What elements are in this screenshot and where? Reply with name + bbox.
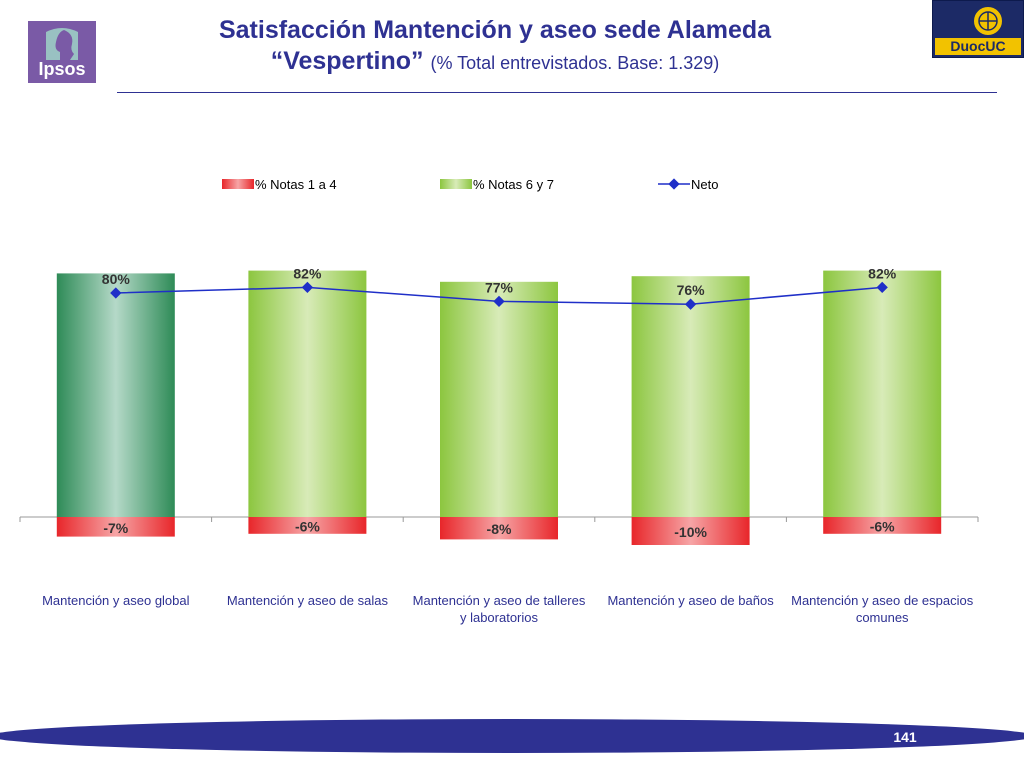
net-point [493, 295, 505, 308]
subtitle-note: (% Total entrevistados. Base: 1.329) [430, 53, 720, 73]
bar-positive-mantencion-y-aseo-de-talleres-y-laboratorios [440, 281, 558, 517]
data-label-negative: -8% [487, 521, 512, 537]
title-divider [117, 92, 997, 93]
data-label-negative: -10% [674, 524, 707, 540]
bar-positive-mantencion-y-aseo-de-salas [248, 270, 367, 517]
ipsos-logo: Ipsos [28, 21, 96, 83]
bar-negative-mantencion-y-aseo-de-talleres-y-laboratorios [440, 517, 558, 540]
chart-legend: % Notas 1 a 4 % Notas 6 y 7 Neto [222, 177, 718, 192]
bar-negative-mantencion-y-aseo-de-espacios-comunes [823, 517, 942, 534]
legend-label: % Notas 1 a 4 [255, 177, 337, 192]
duoc-seal-icon [972, 5, 1004, 37]
net-point [301, 281, 314, 294]
plot-area: -7% -6% -8% -10% -6% 80% 82% 77% 76% 82% Mantenció… [19, 265, 979, 625]
subtitle-emphasis: “Vespertino” [270, 47, 424, 75]
ipsos-face-icon [46, 28, 78, 60]
ipsos-logo-text: Ipsos [38, 59, 86, 79]
legend-marker-net [668, 178, 680, 190]
bar-negative-mantencion-y-aseo-global [56, 517, 175, 537]
data-label-net: 76% [677, 282, 706, 298]
page-subtitle: “Vespertino” (% Total entrevistados. Bas… [120, 47, 870, 76]
bar-positive-mantencion-y-aseo-de-espacios-comunes [823, 270, 942, 517]
data-label-negative: -6% [295, 518, 320, 534]
x-tick-label: Mantención y aseo de talleres y laborator… [413, 593, 586, 625]
data-label-net: 82% [868, 265, 897, 281]
page-title: Satisfacción Mantención y aseo sede Alam… [218, 16, 772, 44]
footer-band [0, 719, 1024, 753]
x-tick-label: Mantención y aseo de baños [607, 593, 774, 608]
net-point [684, 298, 697, 310]
net-point [876, 281, 888, 294]
data-label-negative: -6% [870, 518, 895, 534]
bar-negative-mantencion-y-aseo-de-salas [248, 517, 367, 534]
duoc-logo-text: DuocUC [935, 38, 1021, 55]
bar-positive-mantencion-y-aseo-de-banos [631, 276, 750, 517]
legend-label: % Notas 6 y 7 [473, 177, 554, 192]
legend-label: Neto [691, 177, 718, 192]
bar-negative-mantencion-y-aseo-de-banos [631, 517, 750, 545]
data-label-net: 82% [293, 265, 322, 281]
bar-positive-mantencion-y-aseo-global [56, 273, 175, 517]
x-tick-label: Mantención y aseo de espacios comunes [791, 593, 974, 625]
legend-swatch-green [440, 179, 472, 189]
page-number: 141 [893, 729, 917, 745]
data-label-net: 77% [485, 279, 514, 295]
duoc-logo: DuocUC [932, 0, 1024, 58]
legend-swatch-red [222, 179, 254, 189]
satisfaction-chart: % Notas 1 a 4 % Notas 6 y 7 Neto -7% -6% -8%… [19, 177, 979, 625]
x-tick-label: Mantención y aseo de salas [227, 593, 389, 608]
data-label-negative: -7% [103, 520, 128, 536]
x-tick-label: Mantención y aseo global [42, 593, 190, 608]
data-label-net: 80% [102, 271, 131, 287]
